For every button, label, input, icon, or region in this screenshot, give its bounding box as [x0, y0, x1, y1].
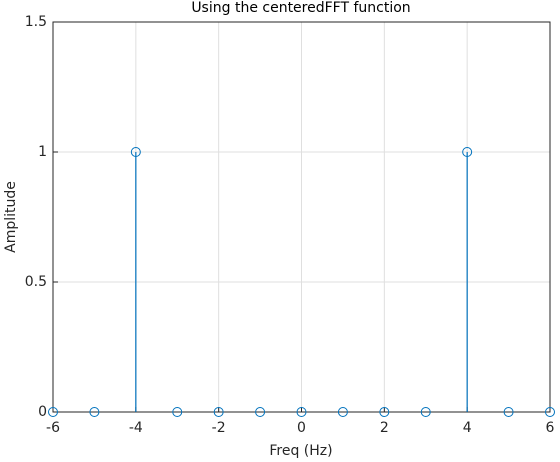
- axes-box: [52, 21, 551, 413]
- stem-marker: [89, 407, 100, 417]
- x-tick-label: 4: [463, 420, 472, 436]
- y-tick-label: 1.5: [25, 14, 47, 30]
- x-tick-label: 2: [380, 420, 389, 436]
- chart-title: Using the centeredFFT function: [191, 0, 410, 16]
- stem-marker: [503, 407, 514, 417]
- x-tick-label: 6: [546, 420, 555, 436]
- stem-marker: [420, 407, 431, 417]
- stem-marker: [130, 147, 141, 157]
- stem-marker: [462, 147, 473, 157]
- y-tick-label: 0.5: [25, 274, 47, 290]
- y-tick-label: 1: [38, 144, 47, 160]
- stem-marker: [296, 407, 307, 417]
- stem-marker: [48, 407, 58, 417]
- x-tick-label: -2: [212, 420, 226, 436]
- stem-marker: [337, 407, 348, 417]
- y-axis-label: Amplitude: [3, 181, 19, 253]
- stem-marker: [255, 407, 266, 417]
- x-tick-label: 0: [297, 420, 306, 436]
- stem-marker: [379, 407, 390, 417]
- x-tick-label: -6: [46, 420, 60, 436]
- stem-marker: [213, 407, 224, 417]
- x-tick-label: -4: [129, 420, 143, 436]
- x-axis-label: Freq (Hz): [269, 443, 332, 459]
- stem-marker: [172, 407, 183, 417]
- stem-marker: [545, 407, 555, 417]
- y-tick-label: 0: [38, 404, 47, 420]
